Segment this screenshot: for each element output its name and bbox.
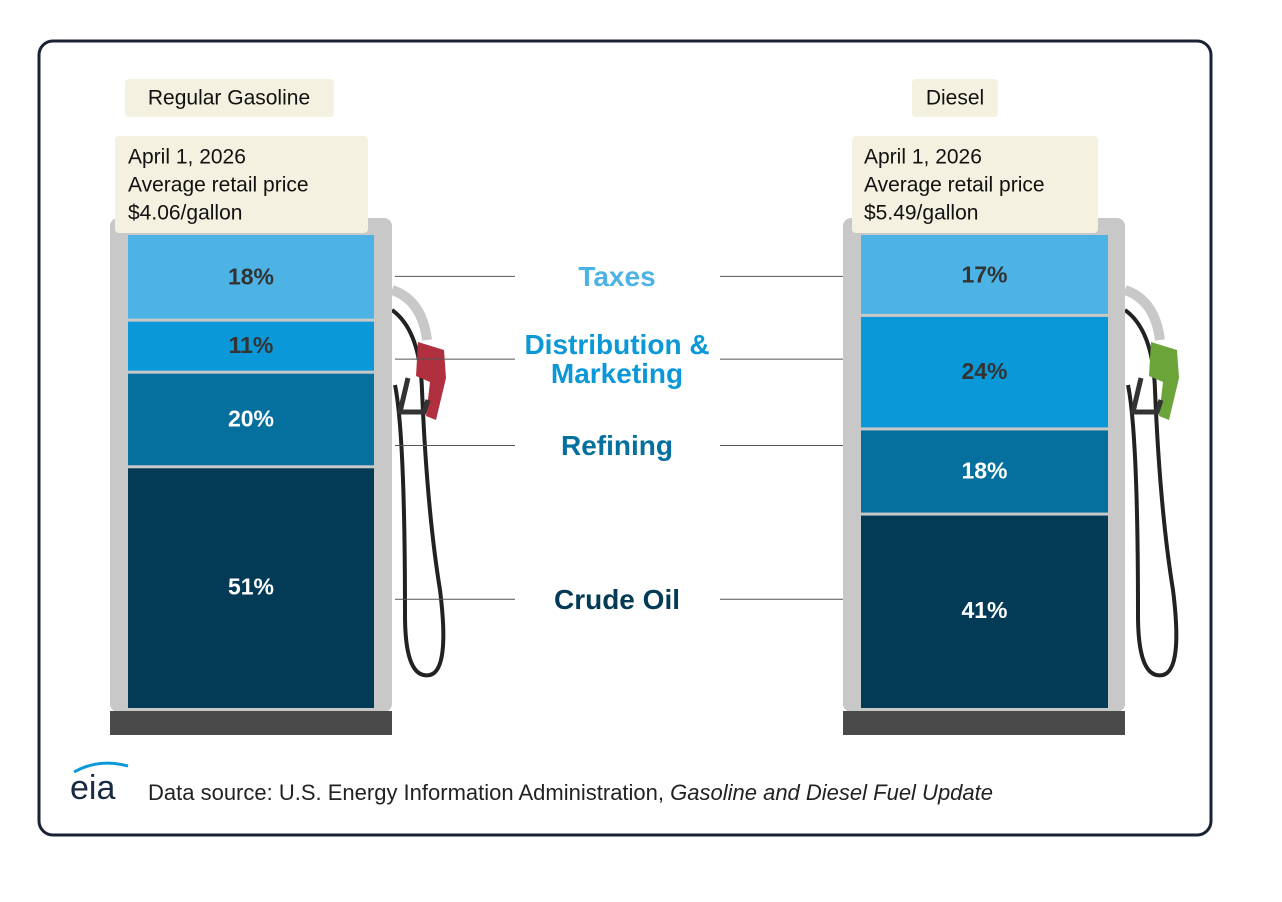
source-text: Data source: U.S. Energy Information Adm… xyxy=(148,780,664,805)
series-label-box: Crude Oil xyxy=(507,559,727,639)
series-label: Taxes xyxy=(507,236,727,316)
bar-segment xyxy=(861,430,1108,513)
value-label: 18% xyxy=(228,264,274,290)
series-label: Refining xyxy=(507,405,727,485)
series-label-box: Refining xyxy=(507,405,727,485)
series-label-text: Taxes xyxy=(578,260,656,292)
series-label-text: Crude Oil xyxy=(553,583,680,615)
series-label: Crude Oil xyxy=(507,559,727,639)
series-label-box: Distribution & Marketing xyxy=(507,319,727,399)
category-label: Diesel xyxy=(926,87,984,110)
price-caption: Average retail price xyxy=(128,174,309,197)
price-card xyxy=(852,136,1098,233)
bars: 51% 20% 11% 18% 41% 18% 24% 17% Crude Oil Refinin… xyxy=(128,235,1108,708)
category-tag xyxy=(912,79,998,117)
nozzle xyxy=(416,342,446,420)
value-label: 17% xyxy=(961,261,1007,287)
date: April 1, 2026 xyxy=(128,146,246,169)
hose-neck xyxy=(390,285,432,341)
price: $5.49/gallon xyxy=(864,202,978,225)
category-label: Regular Gasoline xyxy=(148,87,310,110)
bar-segment xyxy=(861,235,1108,314)
price-caption: Average retail price xyxy=(864,174,1045,197)
category-tag xyxy=(125,79,334,117)
series-label-text: Refining xyxy=(561,429,673,461)
bar-segment xyxy=(128,468,374,708)
bar-segment xyxy=(128,321,374,371)
value-label: 18% xyxy=(961,458,1007,484)
bar-segment xyxy=(861,316,1108,428)
pump-base xyxy=(110,711,392,735)
pump-base xyxy=(843,711,1125,735)
value-label: 11% xyxy=(229,332,274,358)
value-label: 41% xyxy=(961,597,1007,623)
date: April 1, 2026 xyxy=(864,146,982,169)
value-label: 51% xyxy=(228,573,274,599)
trigger xyxy=(396,377,431,415)
series-label-box: Taxes xyxy=(507,236,727,316)
logo: eia xyxy=(70,769,115,807)
price: $4.06/gallon xyxy=(128,202,242,225)
source: Data source: U.S. Energy Information Adm… xyxy=(148,780,993,805)
series-label: Distribution & Marketing xyxy=(507,319,727,399)
logo-arc xyxy=(73,761,129,774)
series-label-text: Distribution & Marketing xyxy=(524,329,710,390)
trigger xyxy=(1129,377,1164,415)
nozzle xyxy=(1149,342,1179,420)
bar-segment xyxy=(861,515,1108,708)
value-label: 20% xyxy=(228,406,274,432)
source-title: Gasoline and Diesel Fuel Update xyxy=(670,780,993,805)
price-card xyxy=(115,136,368,233)
hose xyxy=(390,308,446,678)
hose-neck xyxy=(1123,285,1165,341)
bar-segment xyxy=(128,235,374,319)
hose xyxy=(1123,308,1179,678)
value-label: 24% xyxy=(961,358,1007,384)
bar-segment xyxy=(128,373,374,466)
